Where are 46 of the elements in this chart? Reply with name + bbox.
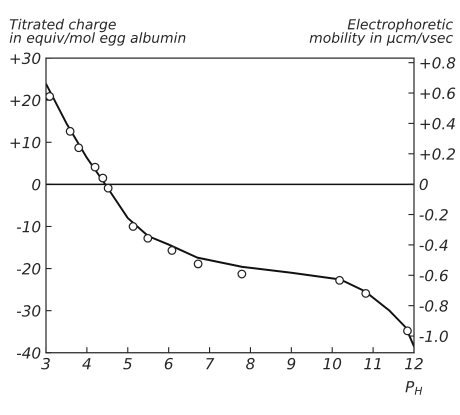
y2-tick-label: -1.0 [420,330,448,342]
y-tick-label: 0 [32,178,40,190]
y-tick-label: +30 [10,52,40,64]
y2-tick-label: -0.4 [420,239,448,251]
x-tick-label: 8 [246,358,255,370]
y-tick-label: +10 [10,136,40,148]
x-tick-label: 10 [323,358,342,370]
point [194,260,203,268]
y2-tick-label: -0.2 [420,209,448,221]
x-tick-label: 5 [123,358,132,370]
y-tick-label: -20 [16,263,40,275]
y-axis-title: Titrated charge in equiv/mol egg albumin [10,18,186,46]
y2-tick-label: +0.6 [420,88,456,100]
point [98,174,108,182]
point [403,326,412,336]
point [74,143,84,152]
point [168,246,176,255]
x-axis-title: P$_{H}$ [405,381,422,395]
y2-tick-label: 0 [420,178,428,190]
y-tick-label: -30 [16,305,40,317]
point [335,276,344,285]
line-series [46,82,414,348]
x-tick-label: 3 [41,358,50,370]
x-tick-label: 9 [287,358,296,370]
y2-axis-title: Electrophoretic mobility in µcm/vsec [310,18,453,46]
y2-tick-label: +0.8 [420,57,456,69]
point [128,222,138,231]
x-tick-label: 12 [405,358,423,370]
y-tick-label: +20 [10,94,40,106]
y-tick-label: -10 [16,220,40,232]
y2-tick-label: -0.8 [420,300,448,312]
x-tick-label: 11 [364,358,381,370]
x-tick-label: 4 [82,358,91,370]
y2-tick-label: +0.4 [420,118,455,130]
point [361,288,370,298]
x-tick-label: 7 [206,358,214,370]
point [66,126,75,136]
point [143,234,152,243]
point [237,270,246,278]
y-tick-label: -40 [16,347,40,359]
point [46,92,54,101]
point [104,184,113,193]
y2-tick-label: -0.6 [420,270,448,282]
x-tick-label: 6 [164,358,173,370]
point [90,162,100,172]
y2-tick-label: +0.2 [420,148,456,160]
